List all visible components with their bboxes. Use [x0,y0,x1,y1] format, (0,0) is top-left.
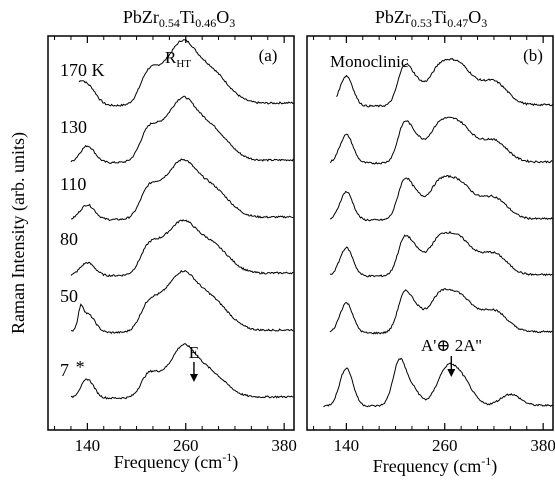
x-tick-label: 380 [271,436,297,455]
panel-a-title: PbZr0.54Ti0.46O3 [123,7,235,30]
panel-b-phase-label: Monoclinic [330,52,409,71]
asterisk-marker: * [76,357,85,377]
panel-a-phase-label: RHT [165,48,191,70]
series-label: 50 [60,286,78,306]
panel-a-label: (a) [259,46,278,65]
series-label: 110 [60,174,86,194]
spectrum-line [70,219,294,278]
x-tick-label: 140 [75,436,101,455]
spectrum-line [336,57,554,108]
spectrum-line [323,357,553,408]
spectrum-line [70,269,294,335]
panel-b-frame [306,35,554,431]
x-tick-label: 260 [432,436,458,455]
spectrum-line [78,39,294,107]
x-tick-label: 260 [173,436,199,455]
mode-annotation: E [189,343,199,362]
series-label: 130 [60,117,87,137]
spectrum-line [329,116,553,165]
spectrum-line [329,288,553,335]
y-axis-label: Raman Intensity (arb. units) [8,132,29,334]
panel-b-x-axis-label: Frequency (cm-1) [373,454,497,477]
panel-a-plot: 140 260 380 170 K 130 110 80 50 7 E * [54,36,297,455]
mode-annotation: A'⊕ 2A'' [421,336,482,355]
panel-a-x-axis-label: Frequency (cm-1) [114,450,238,473]
spectrum-line [329,230,553,278]
annotation-arrowhead [447,369,456,377]
spectrum-line [70,158,294,221]
spectrum-line [70,95,294,164]
panel-b-label: (b) [523,46,543,65]
series-label: 80 [60,229,78,249]
annotation-arrowhead [189,374,198,382]
spectrum-line [70,343,294,400]
spectrum-line [329,174,553,222]
series-label: 7 [60,360,69,380]
x-tick-label: 140 [334,436,360,455]
panel-a-frame [47,35,295,431]
panel-b-title: PbZr0.53Ti0.47O3 [375,7,487,30]
x-tick-label: 380 [530,436,555,455]
panel-b-plot: 140 260 380 A'⊕ 2A'' [313,36,555,455]
series-label: 170 K [60,60,105,80]
